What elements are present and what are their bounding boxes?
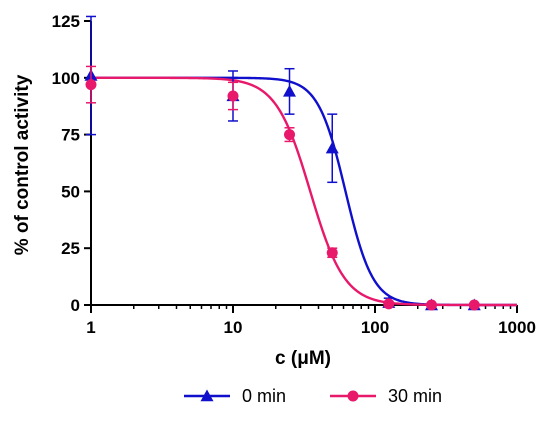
fit-curve (91, 76, 517, 307)
x-tick-label: 1 (86, 318, 95, 337)
y-tick-label: 125 (52, 12, 80, 31)
y-tick-label: 75 (61, 126, 80, 145)
data-point (326, 247, 338, 259)
data-point (227, 90, 239, 102)
data-point (383, 298, 395, 310)
data-points (84, 15, 481, 311)
x-tick-label: 1000 (498, 318, 536, 337)
x-tick-label: 100 (361, 318, 389, 337)
data-point (325, 141, 339, 154)
legend: 0 min 30 min (184, 386, 442, 406)
data-point (284, 129, 296, 141)
legend-marker (347, 390, 359, 402)
y-axis-title: % of control activity (12, 74, 33, 255)
y-tick-label: 50 (61, 182, 80, 201)
x-tick-label: 10 (224, 318, 243, 337)
data-point (426, 299, 438, 311)
x-axis-title: c (μM) (275, 348, 331, 369)
legend-label: 30 min (388, 386, 442, 406)
data-point (468, 299, 480, 311)
legend-marker (200, 389, 214, 402)
y-tick-label: 0 (71, 296, 80, 315)
y-tick-label: 100 (52, 69, 80, 88)
fit-curve (91, 76, 517, 307)
fit-curves (91, 76, 517, 307)
axes: 0 25 50 75 100 125 1 10 100 1000 (52, 12, 536, 337)
y-tick-label: 25 (61, 239, 80, 258)
legend-label: 0 min (242, 386, 286, 406)
data-point (85, 79, 97, 91)
data-point (283, 84, 297, 97)
